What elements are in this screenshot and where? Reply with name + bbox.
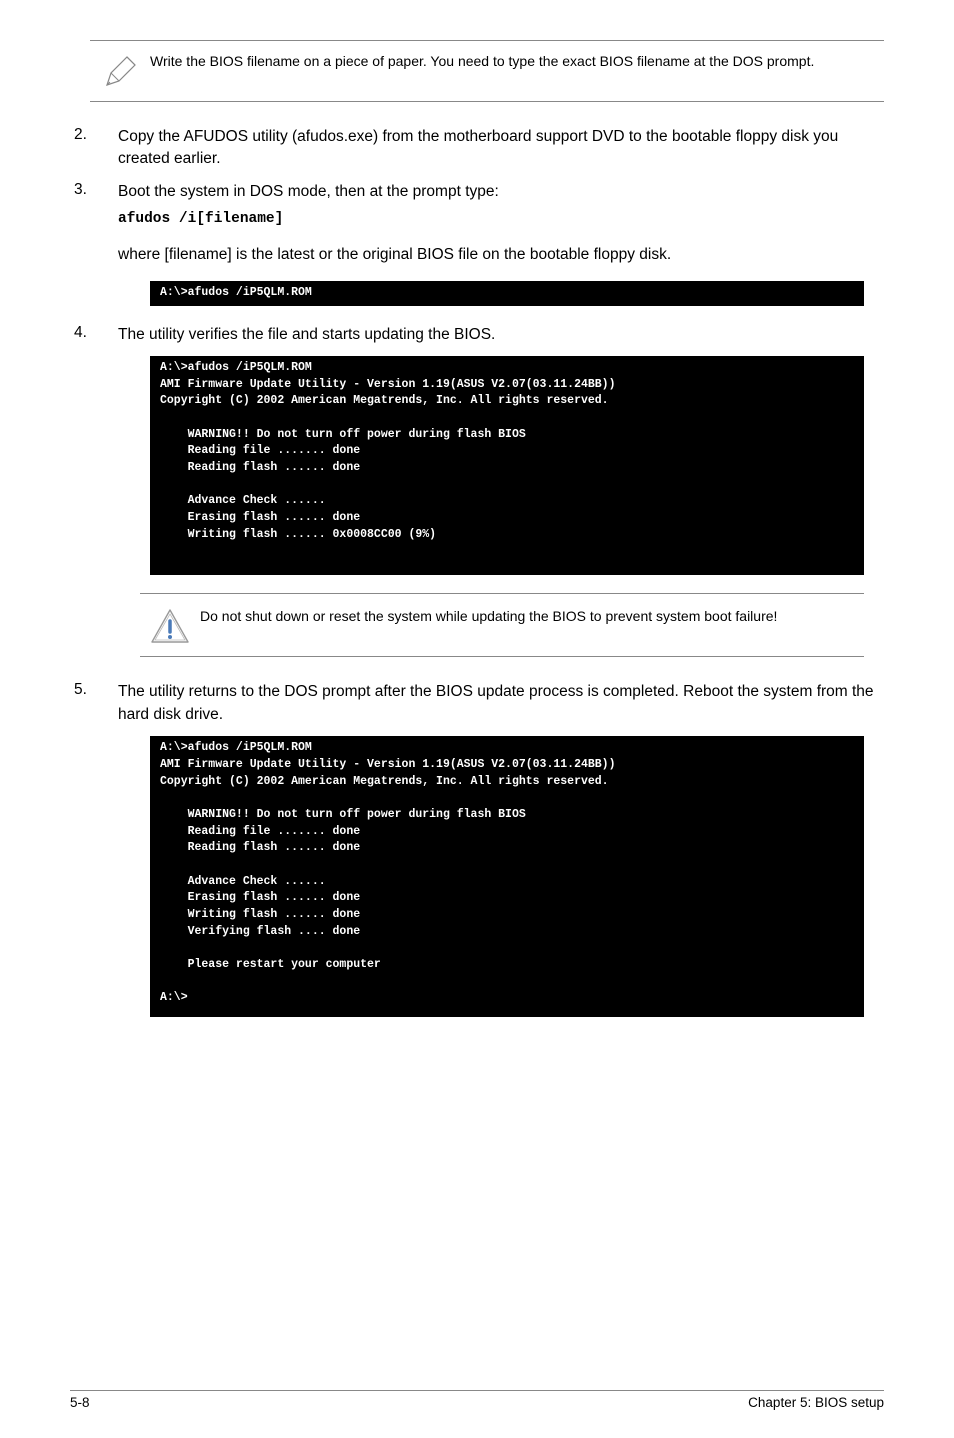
pencil-icon xyxy=(90,51,150,91)
page-number: 5-8 xyxy=(70,1395,90,1410)
code-command: afudos /i[filename] xyxy=(118,209,884,230)
page-footer: 5-8 Chapter 5: BIOS setup xyxy=(70,1390,884,1410)
step-body: Boot the system in DOS mode, then at the… xyxy=(118,181,884,230)
step-4: 4. The utility verifies the file and sta… xyxy=(70,324,884,346)
caution-icon xyxy=(140,606,200,644)
step-text: Boot the system in DOS mode, then at the… xyxy=(118,183,499,200)
terminal-output-2: A:\>afudos /iP5QLM.ROM AMI Firmware Upda… xyxy=(150,356,864,575)
note-box: Write the BIOS filename on a piece of pa… xyxy=(90,40,884,102)
step-number: 4. xyxy=(70,324,118,346)
caution-box: Do not shut down or reset the system whi… xyxy=(140,593,864,657)
note-text: Write the BIOS filename on a piece of pa… xyxy=(150,51,884,71)
step-number: 5. xyxy=(70,681,118,726)
step-5: 5. The utility returns to the DOS prompt… xyxy=(70,681,884,726)
terminal-output-1: A:\>afudos /iP5QLM.ROM xyxy=(150,281,864,306)
caution-text: Do not shut down or reset the system whi… xyxy=(200,606,864,626)
step-body: The utility returns to the DOS prompt af… xyxy=(118,681,884,726)
step-body: The utility verifies the file and starts… xyxy=(118,324,884,346)
terminal-output-3: A:\>afudos /iP5QLM.ROM AMI Firmware Upda… xyxy=(150,736,864,1017)
step-2: 2. Copy the AFUDOS utility (afudos.exe) … xyxy=(70,126,884,171)
step-3-sub: where [filename] is the latest or the or… xyxy=(118,244,884,266)
chapter-label: Chapter 5: BIOS setup xyxy=(748,1395,884,1410)
step-body: Copy the AFUDOS utility (afudos.exe) fro… xyxy=(118,126,884,171)
step-3: 3. Boot the system in DOS mode, then at … xyxy=(70,181,884,230)
step-number: 2. xyxy=(70,126,118,171)
step-number: 3. xyxy=(70,181,118,230)
